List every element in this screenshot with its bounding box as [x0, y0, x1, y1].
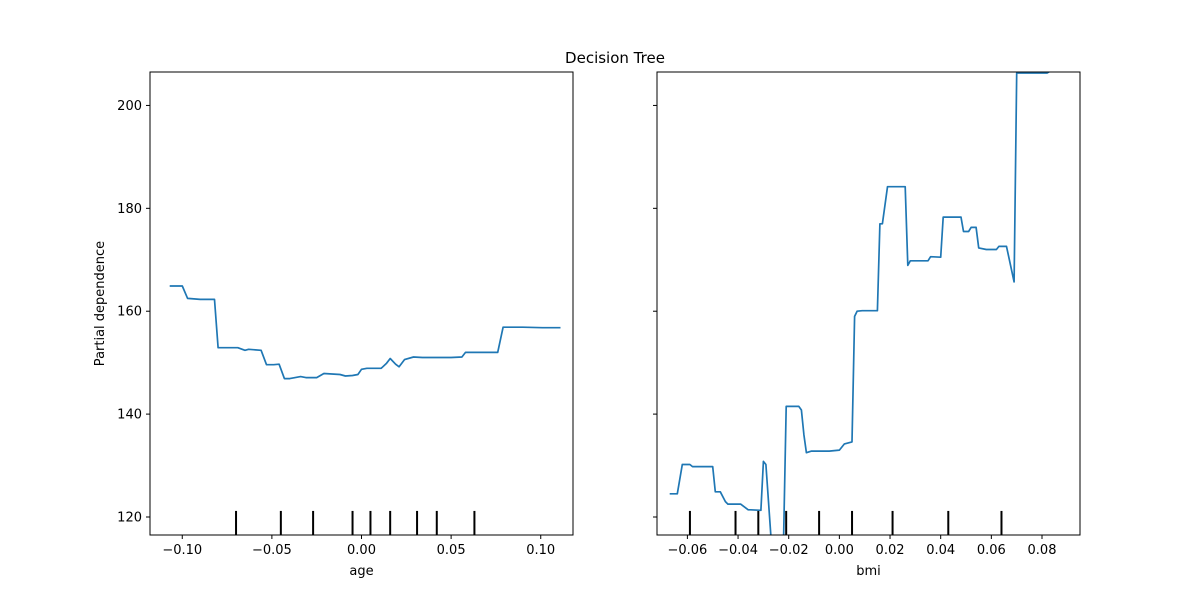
- y-tick-label: 140: [117, 408, 142, 423]
- x-tick-label: 0.04: [926, 543, 955, 558]
- x-tick-label: 0.05: [437, 543, 466, 558]
- x-tick-label: 0.00: [347, 543, 376, 558]
- y-tick-label: 200: [117, 99, 142, 114]
- x-tick-label: −0.05: [252, 543, 292, 558]
- partial-dependence-line: [169, 285, 561, 380]
- x-tick-label: −0.10: [162, 543, 202, 558]
- x-tick-label: 0.10: [526, 543, 555, 558]
- x-tick-label: 0.06: [977, 543, 1006, 558]
- y-tick-label: 120: [117, 510, 142, 525]
- left-plot-age: −0.10 −0.05 0.00 0.05 0.10 120 140 160 180 200 age…: [93, 71, 574, 579]
- x-axis-label: age: [349, 564, 373, 579]
- x-tick-label: 0.00: [825, 543, 854, 558]
- y-tick-label: 180: [117, 202, 142, 217]
- x-axis-label: bmi: [856, 564, 881, 579]
- x-tick-label: 0.08: [1028, 543, 1057, 558]
- axes-frame: [656, 71, 1081, 536]
- partial-dependence-line: [669, 72, 1051, 535]
- y-tick-label: 160: [117, 305, 142, 320]
- figure-title: Decision Tree: [565, 49, 665, 67]
- y-axis-label: Partial dependence: [93, 241, 108, 366]
- axes-frame: [149, 71, 574, 536]
- x-tick-label: 0.02: [876, 543, 905, 558]
- x-tick-label: −0.04: [718, 543, 758, 558]
- x-tick-label: −0.02: [769, 543, 809, 558]
- x-tick-label: −0.06: [667, 543, 707, 558]
- right-plot-bmi: −0.06 −0.04 −0.02 0.00 0.02 0.04 0.06 0.08 bmi: [653, 71, 1081, 579]
